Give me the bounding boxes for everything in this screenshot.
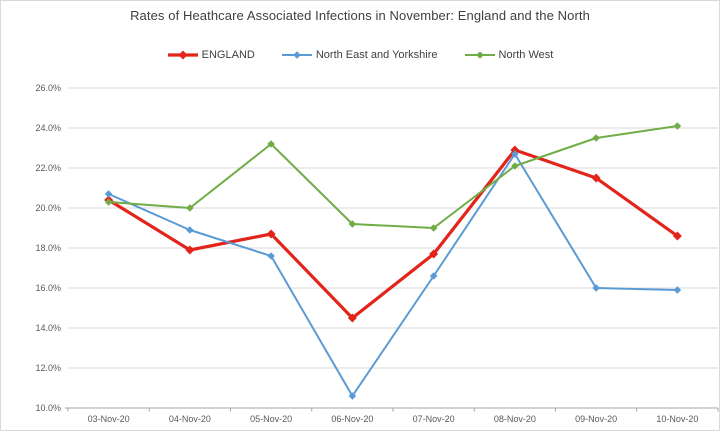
data-point-england-04-nov-20[interactable]: [185, 245, 195, 255]
x-axis-label: 03-Nov-20: [88, 414, 130, 424]
x-axis-label: 05-Nov-20: [250, 414, 292, 424]
data-point-north-west-07-nov-20[interactable]: [429, 224, 438, 232]
legend-item-north-west[interactable]: North West: [464, 49, 554, 61]
x-axis-label: 09-Nov-20: [575, 414, 617, 424]
data-point-north-east-and-yorkshire-07-nov-20[interactable]: [429, 272, 438, 280]
x-axis-label: 07-Nov-20: [413, 414, 455, 424]
data-point-north-west-05-nov-20[interactable]: [267, 140, 275, 148]
legend-label: North West: [498, 49, 554, 61]
y-axis-label: 24.0%: [35, 123, 61, 133]
y-axis-label: 10.0%: [35, 403, 61, 413]
y-axis-label: 22.0%: [35, 163, 61, 173]
data-point-north-west-03-nov-20[interactable]: [104, 198, 113, 206]
y-axis-label: 16.0%: [35, 283, 61, 293]
data-point-north-east-and-yorkshire-06-nov-20[interactable]: [348, 392, 357, 400]
data-point-north-west-10-nov-20[interactable]: [673, 122, 682, 130]
y-axis-label: 26.0%: [35, 83, 61, 93]
data-point-north-east-and-yorkshire-05-nov-20[interactable]: [267, 252, 275, 260]
legend-label: North East and Yorkshire: [315, 49, 438, 61]
data-point-england-08-nov-20[interactable]: [510, 145, 520, 155]
data-point-england-06-nov-20[interactable]: [347, 313, 357, 323]
data-point-north-west-09-nov-20[interactable]: [592, 134, 600, 142]
series-north-west: [104, 122, 682, 232]
x-axis-label: 08-Nov-20: [494, 414, 536, 424]
data-point-england-05-nov-20[interactable]: [266, 229, 276, 239]
y-axis-label: 18.0%: [35, 243, 61, 253]
legend-marker-north-east-and-yorkshire-icon: [281, 51, 312, 59]
data-point-england-10-nov-20[interactable]: [672, 231, 682, 241]
series-line-england[interactable]: [107, 148, 679, 320]
data-point-north-east-and-yorkshire-03-nov-20[interactable]: [104, 190, 113, 198]
y-axis-label: 20.0%: [35, 203, 61, 213]
series-england: [104, 145, 682, 323]
y-axis-label: 12.0%: [35, 363, 61, 373]
chart-title: Rates of Heathcare Associated Infections…: [130, 8, 590, 23]
data-point-north-east-and-yorkshire-04-nov-20[interactable]: [186, 226, 194, 234]
series-north-east-and-yorkshire: [104, 150, 682, 400]
legend-item-england[interactable]: ENGLAND: [167, 49, 255, 61]
y-axis-label: 14.0%: [35, 323, 61, 333]
legend-marker-north-west-icon: [464, 51, 495, 59]
legend-marker-england-icon: [167, 50, 198, 60]
data-point-north-east-and-yorkshire-09-nov-20[interactable]: [592, 284, 600, 292]
legend-label: ENGLAND: [201, 49, 255, 61]
series-line-north-east-and-yorkshire[interactable]: [107, 153, 679, 397]
x-axis-label: 04-Nov-20: [169, 414, 211, 424]
series-line-north-west[interactable]: [107, 125, 679, 229]
data-point-north-west-04-nov-20[interactable]: [186, 204, 194, 212]
data-point-north-west-06-nov-20[interactable]: [348, 220, 357, 228]
chart-legend: ENGLAND North East and Yorkshire North Wes…: [1, 49, 719, 61]
x-axis-label: 06-Nov-20: [331, 414, 373, 424]
data-point-england-07-nov-20[interactable]: [429, 249, 439, 259]
x-axis-label: 10-Nov-20: [656, 414, 698, 424]
data-point-england-09-nov-20[interactable]: [591, 173, 601, 183]
data-point-north-east-and-yorkshire-10-nov-20[interactable]: [673, 286, 682, 294]
legend-item-north-east-and-yorkshire[interactable]: North East and Yorkshire: [281, 49, 438, 61]
